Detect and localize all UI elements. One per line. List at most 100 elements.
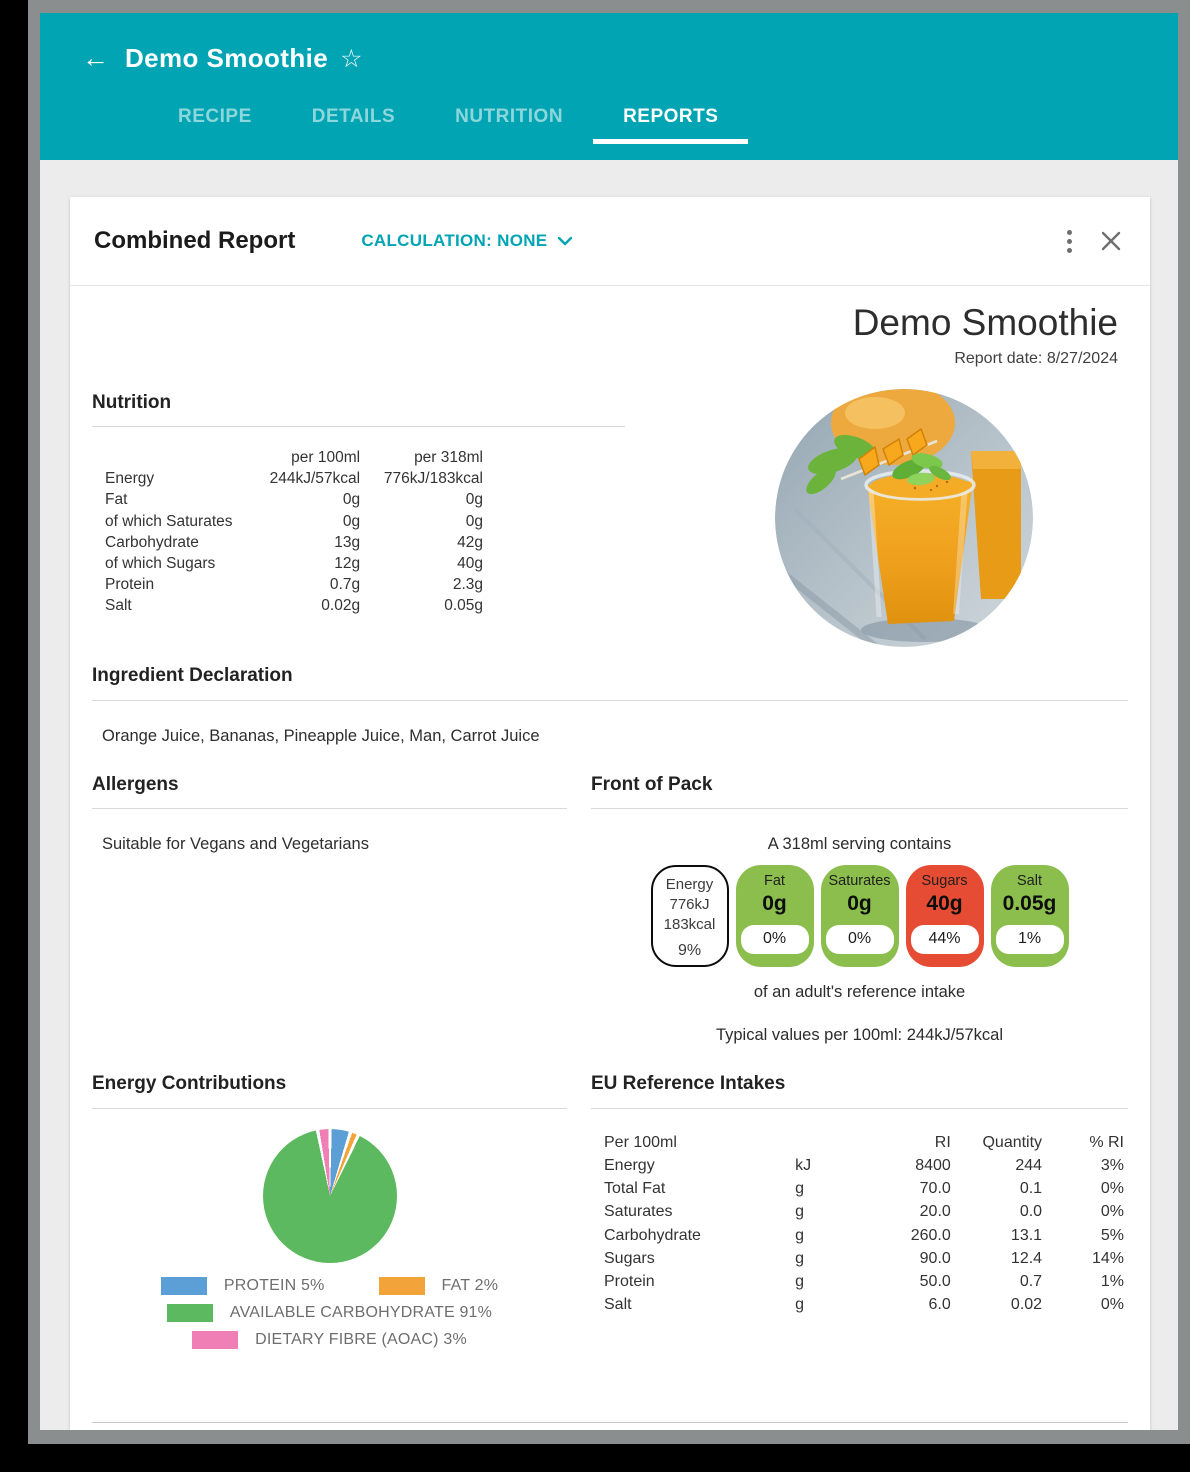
chevron-down-icon (558, 236, 573, 246)
value-per-100ml: 0g (342, 512, 361, 530)
favorite-star-icon[interactable]: ☆ (340, 44, 363, 73)
fop-nutrient-name: Fat (764, 873, 785, 890)
divider (92, 699, 1128, 701)
eu-table-row: Energy kJ 8400 244 3% (591, 1154, 1128, 1177)
eu-pct-ri-value: 0% (1100, 1203, 1124, 1221)
fop-nutrient-name: Saturates (828, 873, 891, 890)
eu-pct-ri-value: 0% (1100, 1180, 1124, 1198)
value-per-100ml: 244kJ/57kcal (269, 470, 361, 488)
fop-energy-pct: 9% (677, 942, 702, 960)
eu-col-quantity: Quantity (982, 1133, 1043, 1151)
legend-label: FAT 2% (441, 1277, 499, 1295)
eu-unit: g (795, 1226, 804, 1244)
eu-table-row: Saturates g 20.0 0.0 0% (591, 1201, 1128, 1224)
eu-reference-intakes-table: Per 100ml RI Quantity % RI Energy kJ 8400 2… (591, 1131, 1128, 1317)
tab-nutrition[interactable]: NUTRITION (455, 106, 564, 127)
eu-nutrient-name: Carbohydrate (604, 1226, 701, 1244)
fop-serving-text: A 318ml serving contains (767, 835, 952, 854)
value-per-100ml: 0g (342, 491, 361, 509)
value-per-318ml: 776kJ/183kcal (383, 470, 483, 488)
fop-nutrient-pct: 0% (825, 925, 894, 955)
recipe-photo (775, 389, 1033, 647)
divider (92, 1422, 1128, 1423)
app-header: ← Demo Smoothie ☆ RECIPE DETAILS NUTRITION… (40, 13, 1178, 160)
tab-details[interactable]: DETAILS (311, 106, 396, 127)
fop-nutrient-value: 0.05g (1002, 892, 1057, 916)
nutrition-table: per 100ml per 318ml Energy 244kJ/57kcal 77… (92, 447, 483, 617)
nutrient-name: of which Saturates (105, 512, 233, 530)
eu-unit: g (795, 1249, 804, 1267)
nutrition-row: Salt 0.02g 0.05g (92, 596, 483, 617)
value-per-318ml: 0.05g (444, 597, 483, 615)
divider (92, 1108, 567, 1110)
eu-table-row: Carbohydrate g 260.0 13.1 5% (591, 1224, 1128, 1247)
device-frame: ← Demo Smoothie ☆ RECIPE DETAILS NUTRITION… (28, 0, 1190, 1444)
fop-saturates-label: Saturates 0g 0% (820, 865, 899, 968)
eu-unit: g (795, 1296, 804, 1314)
legend-item-dietary-fibre-aoac-: DIETARY FIBRE (AOAC) 3% (192, 1331, 467, 1350)
nutrition-col-100ml: per 100ml (291, 448, 361, 466)
eu-pct-ri-value: 0% (1100, 1296, 1124, 1314)
fop-energy-line: 183kcal (663, 916, 716, 934)
value-per-100ml: 0.02g (321, 597, 361, 615)
energy-contributions-section: Energy Contributions PROTEIN 5% FAT 2% AVA… (92, 1073, 567, 1350)
eu-ri-value: 8400 (915, 1157, 951, 1175)
eu-ri-value: 260.0 (910, 1226, 951, 1244)
ingredient-declaration-text: Orange Juice, Bananas, Pineapple Juice, … (102, 726, 540, 745)
eu-unit: g (795, 1203, 804, 1221)
close-icon[interactable] (1100, 230, 1122, 252)
nutrition-row: Energy 244kJ/57kcal 776kJ/183kcal (92, 469, 483, 490)
eu-col-pct-ri: % RI (1089, 1133, 1124, 1151)
value-per-318ml: 0g (465, 512, 483, 530)
fop-nutrient-value: 40g (926, 892, 963, 916)
allergens-heading: Allergens (92, 773, 179, 795)
eu-pct-ri-value: 1% (1100, 1272, 1124, 1290)
nutrient-name: Protein (105, 576, 155, 594)
value-per-100ml: 0.7g (329, 576, 361, 594)
tab-recipe[interactable]: RECIPE (178, 106, 252, 127)
front-of-pack-heading: Front of Pack (591, 773, 713, 795)
eu-table-row: Total Fat g 70.0 0.1 0% (591, 1178, 1128, 1201)
nutrition-heading: Nutrition (92, 391, 172, 413)
value-per-318ml: 42g (457, 533, 483, 551)
nutrition-row: of which Sugars 12g 40g (92, 553, 483, 574)
legend-label: PROTEIN 5% (223, 1277, 325, 1295)
eu-quantity-value: 0.02 (1010, 1296, 1043, 1314)
nutrition-row: Carbohydrate 13g 42g (92, 532, 483, 553)
fop-nutrient-pct: 1% (995, 925, 1064, 955)
fop-typical-values: Typical values per 100ml: 244kJ/57kcal (715, 1026, 1004, 1045)
back-arrow-icon[interactable]: ← (82, 43, 109, 73)
eu-quantity-value: 0.7 (1019, 1272, 1043, 1290)
legend-label: DIETARY FIBRE (AOAC) 3% (255, 1331, 467, 1349)
calculation-label: CALCULATION: NONE (361, 231, 548, 250)
legend-item-fat: FAT 2% (378, 1277, 499, 1296)
eu-quantity-value: 13.1 (1010, 1226, 1043, 1244)
energy-contributions-heading: Energy Contributions (92, 1073, 287, 1095)
fop-nutrient-name: Sugars (921, 873, 968, 890)
nutrient-name: of which Sugars (105, 554, 216, 572)
nutrition-col-318ml: per 318ml (414, 448, 483, 466)
legend-item-protein: PROTEIN 5% (160, 1277, 325, 1296)
legend-row: DIETARY FIBRE (AOAC) 3% (92, 1331, 567, 1350)
more-options-kebab-icon[interactable] (1061, 224, 1078, 259)
fop-fat-label: Fat 0g 0% (735, 865, 814, 968)
eu-ri-value: 6.0 (928, 1296, 951, 1314)
legend-row: AVAILABLE CARBOHYDRATE 91% (92, 1304, 567, 1323)
eu-nutrient-name: Energy (604, 1157, 655, 1175)
card-header: Combined Report CALCULATION: NONE (70, 197, 1150, 286)
energy-contributions-pie-chart (262, 1129, 397, 1264)
legend-label: AVAILABLE CARBOHYDRATE 91% (229, 1304, 493, 1322)
fop-salt-label: Salt 0.05g 1% (990, 865, 1069, 968)
nutrition-row: Protein 0.7g 2.3g (92, 574, 483, 595)
legend-row: PROTEIN 5% FAT 2% (92, 1277, 567, 1296)
nutrient-name: Salt (105, 597, 132, 615)
tab-reports[interactable]: REPORTS (593, 98, 749, 144)
nutrient-name: Fat (105, 491, 128, 509)
ingredient-declaration-heading: Ingredient Declaration (92, 664, 293, 686)
nutrition-row: of which Saturates 0g 0g (92, 511, 483, 532)
eu-quantity-value: 12.4 (1010, 1249, 1043, 1267)
eu-pct-ri-value: 3% (1100, 1157, 1124, 1175)
eu-unit: kJ (795, 1157, 812, 1175)
legend-swatch (378, 1277, 425, 1296)
calculation-dropdown[interactable]: CALCULATION: NONE (361, 231, 573, 251)
